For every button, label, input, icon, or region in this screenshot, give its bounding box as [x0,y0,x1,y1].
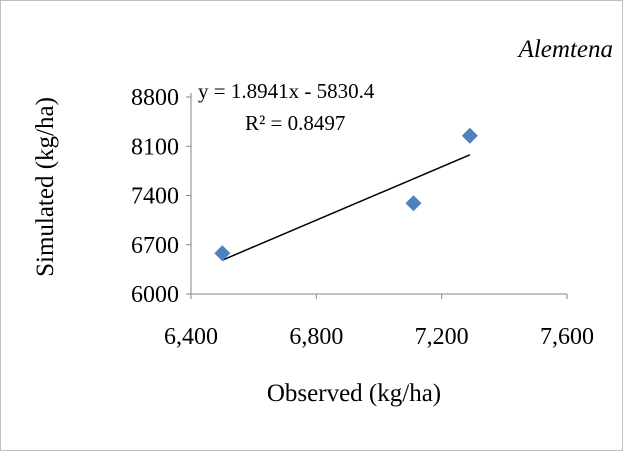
y-axis-title: Simulated (kg/ha) [32,97,59,277]
chart-subtitle: Alemtena [517,36,613,63]
data-point-diamond [461,127,478,144]
trendline-layer [222,154,471,261]
data-points [214,127,478,262]
x-tick-label: 6,400 [164,324,218,350]
data-point-diamond [405,195,422,212]
x-axis-title: Observed (kg/ha) [267,380,441,407]
x-tick-label: 7,600 [540,324,594,350]
trendline-r2: R² = 0.8497 [245,111,345,135]
x-tick-label: 7,200 [415,324,469,350]
chart-text: Alemtena y = 1.8941x - 5830.4 R² = 0.849… [32,36,613,407]
x-tick-label: 6,800 [289,324,343,350]
data-point-diamond [214,245,231,262]
axes: 6,400 6,800 7,200 7,600 6000 6700 7400 8100 8800 [131,85,594,350]
y-tick-label: 6700 [131,233,179,259]
y-tick-label: 8800 [131,85,179,111]
trendline [222,154,471,261]
y-tick-label: 8100 [131,134,179,160]
y-tick-label: 7400 [131,184,179,210]
y-tick-label: 6000 [131,282,179,308]
trendline-equation: y = 1.8941x - 5830.4 [198,79,375,103]
